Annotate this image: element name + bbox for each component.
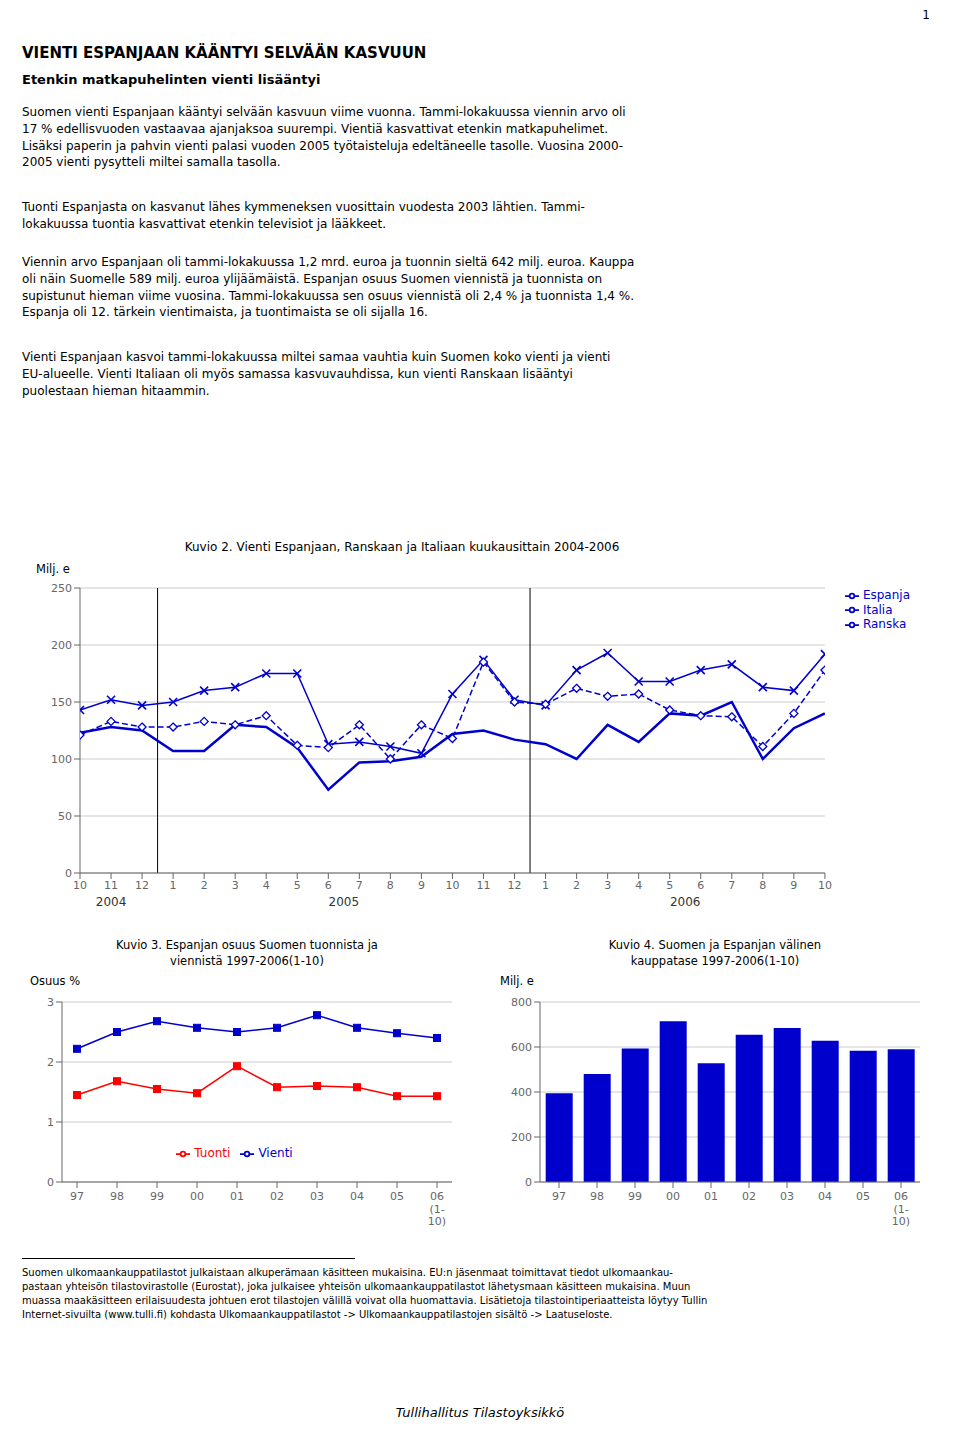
svg-text:97: 97 [552,1190,566,1203]
svg-text:00: 00 [190,1190,204,1203]
svg-text:200: 200 [511,1131,532,1144]
svg-text:11: 11 [476,879,490,892]
svg-text:250: 250 [51,582,72,595]
html-text:Suomen ulkomaankauppatilastot: Suomen ulkomaankauppatilastot julkaistaa… [22,1267,708,1320]
html-text:Kuvio 3. Espanjan osuus Suomen: Kuvio 3. Espanjan osuus Suomen tuonnista… [116,938,378,968]
svg-text:4: 4 [263,879,270,892]
svg-text:98: 98 [110,1190,124,1203]
svg-text:00: 00 [666,1190,680,1203]
html-text:Kuvio 2. Vienti Espanjaan, Ran: Kuvio 2. Vienti Espanjaan, Ranskaan ja I… [184,540,620,554]
svg-text:10: 10 [445,879,459,892]
svg-text:05: 05 [856,1190,870,1203]
svg-text:04: 04 [818,1190,832,1203]
html-text:Tuonti: Tuonti [194,1146,231,1160]
svg-text:9: 9 [418,879,425,892]
svg-text:150: 150 [51,696,72,709]
html-text:Ranska: Ranska [862,617,907,631]
svg-text:3: 3 [232,879,239,892]
html-text:Milj. e: Milj. e [36,562,70,576]
svg-text:2: 2 [201,879,208,892]
svg-text:99: 99 [628,1190,642,1203]
svg-text:5: 5 [666,879,673,892]
html-text:Italia: Italia [862,602,893,617]
svg-text:2004: 2004 [96,895,127,909]
svg-text:2005: 2005 [329,895,360,909]
svg-text:2006: 2006 [670,895,701,909]
svg-text:1: 1 [47,1116,54,1129]
svg-text:02: 02 [270,1190,284,1203]
svg-text:0: 0 [525,1176,532,1189]
html-text:Etenkin matkapuhelinten vienti: Etenkin matkapuhelinten vienti lisääntyi [22,72,321,87]
svg-text:100: 100 [51,753,72,766]
html-text:Milj. e: Milj. e [500,974,534,988]
svg-text:50: 50 [58,810,72,823]
svg-text:6: 6 [697,879,704,892]
svg-text:10: 10 [73,879,87,892]
html-text:Vienti: Vienti [258,1146,293,1160]
svg-text:03: 03 [310,1190,324,1203]
svg-text:600: 600 [511,1041,532,1054]
svg-text:7: 7 [728,879,735,892]
svg-text:10: 10 [818,879,832,892]
svg-text:0: 0 [65,867,72,880]
svg-text:2: 2 [47,1056,54,1069]
svg-text:04: 04 [350,1190,364,1203]
html-text:Kuvio 4. Suomen ja Espanjan vä: Kuvio 4. Suomen ja Espanjan välinen kaup… [608,938,822,968]
svg-text:800: 800 [511,996,532,1009]
svg-text:8: 8 [759,879,766,892]
svg-text:97: 97 [70,1190,84,1203]
svg-text:98: 98 [590,1190,604,1203]
svg-text:3: 3 [604,879,611,892]
html-text:VIENTI ESPANJAAN KÄÄNTYI SELVÄ: VIENTI ESPANJAAN KÄÄNTYI SELVÄÄN KASVUUN [22,44,427,62]
svg-text:12: 12 [508,879,522,892]
svg-text:06(1-10): 06(1-10) [428,1190,446,1228]
svg-text:6: 6 [325,879,332,892]
html-text:Espanja: Espanja [862,588,910,602]
svg-text:400: 400 [511,1086,532,1099]
html-text:1: 1 [922,8,930,22]
svg-text:200: 200 [51,639,72,652]
html-text:Viennin arvo Espanjaan oli tam: Viennin arvo Espanjaan oli tammi-lokakuu… [22,255,635,320]
html-text:Suomen vienti Espanjaan käänty: Suomen vienti Espanjaan kääntyi selvään … [22,105,626,170]
html-text:Osuus %: Osuus % [30,974,81,988]
svg-text:8: 8 [387,879,394,892]
svg-text:01: 01 [704,1190,718,1203]
svg-text:06(1-10): 06(1-10) [892,1190,910,1228]
svg-text:03: 03 [780,1190,794,1203]
svg-text:12: 12 [135,879,149,892]
html-text:Tuonti Espanjasta on kasvanut: Tuonti Espanjasta on kasvanut lähes kymm… [22,200,585,231]
svg-text:01: 01 [230,1190,244,1203]
svg-text:9: 9 [790,879,797,892]
svg-text:99: 99 [150,1190,164,1203]
svg-text:3: 3 [47,996,54,1009]
svg-text:4: 4 [635,879,642,892]
svg-text:05: 05 [390,1190,404,1203]
svg-text:5: 5 [294,879,301,892]
html-text:Tullihallitus Tilastoyksikkö: Tullihallitus Tilastoyksikkö [395,1405,565,1420]
svg-text:1: 1 [542,879,549,892]
svg-text:2: 2 [573,879,580,892]
svg-text:02: 02 [742,1190,756,1203]
svg-text:7: 7 [356,879,363,892]
html-text:Vienti Espanjaan kasvoi tammi-: Vienti Espanjaan kasvoi tammi-lokakuussa… [22,350,611,398]
svg-text:0: 0 [47,1176,54,1189]
svg-text:1: 1 [170,879,177,892]
svg-text:11: 11 [104,879,118,892]
